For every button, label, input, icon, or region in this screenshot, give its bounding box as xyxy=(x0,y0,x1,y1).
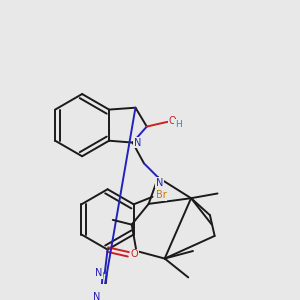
Text: H: H xyxy=(175,120,181,129)
Text: N: N xyxy=(95,268,102,278)
Text: N: N xyxy=(93,292,100,300)
Text: N: N xyxy=(134,138,141,148)
Text: O: O xyxy=(131,249,138,259)
Text: N: N xyxy=(156,178,163,188)
Text: Br: Br xyxy=(156,190,167,200)
Text: O: O xyxy=(168,116,176,126)
